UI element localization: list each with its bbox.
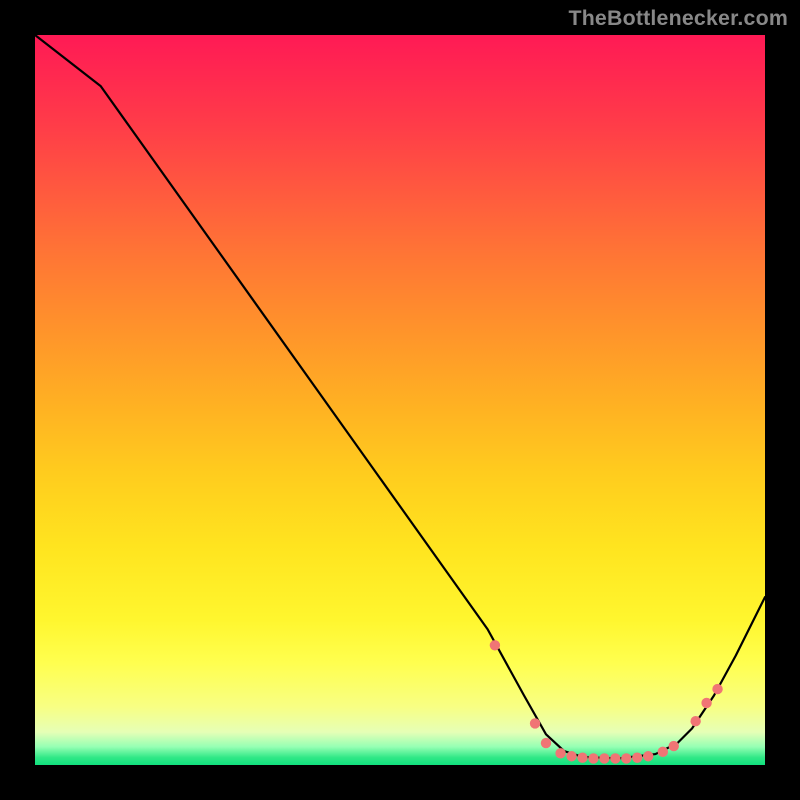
data-marker — [599, 753, 609, 763]
data-marker — [690, 716, 700, 726]
data-marker — [669, 741, 679, 751]
data-marker — [588, 753, 598, 763]
data-marker — [701, 698, 711, 708]
data-marker — [530, 718, 540, 728]
chart-svg — [0, 0, 800, 800]
data-marker — [632, 753, 642, 763]
data-marker — [490, 640, 500, 650]
data-marker — [610, 753, 620, 763]
watermark-text: TheBottlenecker.com — [568, 6, 788, 31]
chart-root: TheBottlenecker.com — [0, 0, 800, 800]
data-marker — [566, 751, 576, 761]
plot-background — [35, 35, 765, 765]
data-marker — [555, 748, 565, 758]
data-marker — [643, 751, 653, 761]
data-marker — [621, 753, 631, 763]
data-marker — [541, 738, 551, 748]
data-marker — [577, 753, 587, 763]
data-marker — [658, 747, 668, 757]
data-marker — [712, 684, 722, 694]
